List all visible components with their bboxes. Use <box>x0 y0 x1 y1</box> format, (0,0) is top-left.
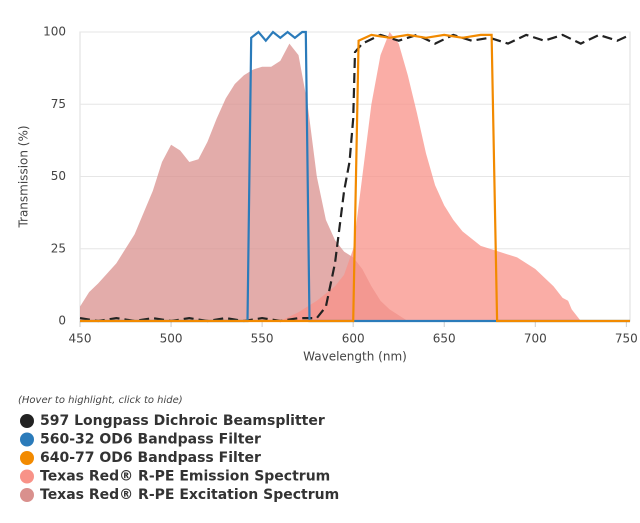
legend-label: Texas Red® R-PE Excitation Spectrum <box>40 487 339 503</box>
legend-swatch <box>20 488 34 502</box>
x-tick-label: 500 <box>160 332 183 346</box>
y-tick-label: 50 <box>51 169 66 183</box>
x-tick-label: 650 <box>433 332 456 346</box>
line <box>80 30 630 323</box>
y-axis-label: Transmission (%) <box>17 125 31 228</box>
y-tick-label: 100 <box>43 25 66 39</box>
y-tick-label: 0 <box>58 314 66 328</box>
x-tick-label: 550 <box>251 332 274 346</box>
line <box>80 33 630 323</box>
legend-label: Texas Red® R-PE Emission Spectrum <box>40 469 330 485</box>
legend-item[interactable]: 560-32 OD6 Bandpass Filter <box>20 432 261 448</box>
y-tick-label: 75 <box>51 97 66 111</box>
legend-item[interactable]: 597 Longpass Dichroic Beamsplitter <box>20 413 325 429</box>
area <box>80 43 408 321</box>
legend-label: 640-77 OD6 Bandpass Filter <box>40 450 261 466</box>
legend-swatch <box>20 469 34 484</box>
x-tick-label: 600 <box>342 332 365 346</box>
legend-item[interactable]: Texas Red® R-PE Emission Spectrum <box>20 469 330 485</box>
legend-label: 597 Longpass Dichroic Beamsplitter <box>40 413 325 429</box>
legend-swatch <box>20 432 34 447</box>
x-tick-label: 750 <box>615 332 638 346</box>
x-tick-label: 450 <box>69 332 92 346</box>
legend-label: 560-32 OD6 Bandpass Filter <box>40 432 261 448</box>
legend-item[interactable]: 640-77 OD6 Bandpass Filter <box>20 450 261 466</box>
legend-swatch <box>20 451 34 465</box>
x-axis-label: Wavelength (nm) <box>303 350 407 364</box>
line <box>79 33 631 323</box>
x-tick-label: 700 <box>524 332 547 346</box>
y-tick-label: 25 <box>51 241 66 255</box>
legend-item[interactable]: Texas Red® R-PE Excitation Spectrum <box>20 487 339 503</box>
legend-hint: (Hover to highlight, click to hide) <box>18 395 183 406</box>
legend-swatch <box>20 414 34 428</box>
